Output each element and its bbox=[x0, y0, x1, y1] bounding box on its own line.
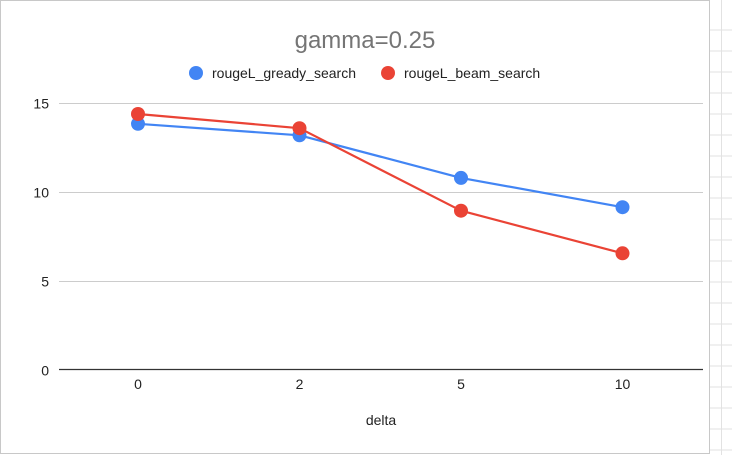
series-line bbox=[137, 112, 623, 255]
data-point[interactable] bbox=[292, 121, 307, 136]
data-point[interactable] bbox=[615, 246, 630, 261]
y-tick-label: 10 bbox=[33, 185, 49, 201]
x-axis-tick-labels: 0 2 5 10 bbox=[134, 376, 630, 392]
legend-item[interactable]: rougeL_beam_search bbox=[381, 65, 540, 81]
series-line bbox=[137, 122, 623, 209]
data-point[interactable] bbox=[454, 203, 468, 218]
chart-title: gamma=0.25 bbox=[295, 27, 436, 54]
y-tick-label: 0 bbox=[41, 363, 49, 379]
y-tick-label: 5 bbox=[41, 274, 49, 290]
x-tick-label: 2 bbox=[296, 376, 304, 392]
x-tick-label: 5 bbox=[457, 376, 465, 392]
chart-frame bbox=[0, 0, 710, 454]
series-group bbox=[131, 107, 630, 261]
data-point[interactable] bbox=[615, 200, 630, 215]
y-gridlines bbox=[59, 103, 703, 282]
x-tick-label: 0 bbox=[134, 376, 142, 392]
legend-item[interactable]: rougeL_gready_search bbox=[189, 65, 356, 81]
x-axis-label: delta bbox=[366, 412, 397, 428]
data-point[interactable] bbox=[131, 107, 145, 121]
legend-label: rougeL_gready_search bbox=[212, 65, 356, 81]
y-tick-label: 15 bbox=[33, 96, 49, 112]
legend[interactable]: rougeL_gready_search rougeL_beam_search bbox=[189, 65, 540, 81]
y-axis-tick-labels: 0 5 10 15 bbox=[33, 96, 49, 379]
data-point[interactable] bbox=[454, 170, 468, 185]
data-point[interactable] bbox=[131, 116, 145, 131]
legend-marker bbox=[381, 66, 395, 80]
legend-label: rougeL_beam_search bbox=[404, 65, 540, 81]
spreadsheet-background-grid bbox=[710, 0, 732, 455]
series-rougeL_beam_search bbox=[131, 107, 630, 261]
legend-marker bbox=[189, 66, 203, 80]
x-tick-label: 10 bbox=[615, 376, 631, 392]
